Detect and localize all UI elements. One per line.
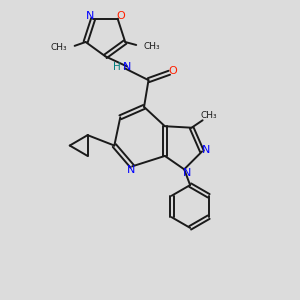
Text: CH₃: CH₃: [144, 42, 160, 51]
Text: O: O: [116, 11, 125, 21]
Text: N: N: [127, 165, 135, 175]
Text: N: N: [85, 11, 94, 21]
Text: N: N: [123, 62, 131, 72]
Text: N: N: [202, 145, 210, 155]
Text: N: N: [183, 168, 191, 178]
Text: O: O: [168, 66, 177, 76]
Text: H: H: [113, 62, 121, 72]
Text: CH₃: CH₃: [200, 111, 217, 120]
Text: CH₃: CH₃: [51, 43, 67, 52]
